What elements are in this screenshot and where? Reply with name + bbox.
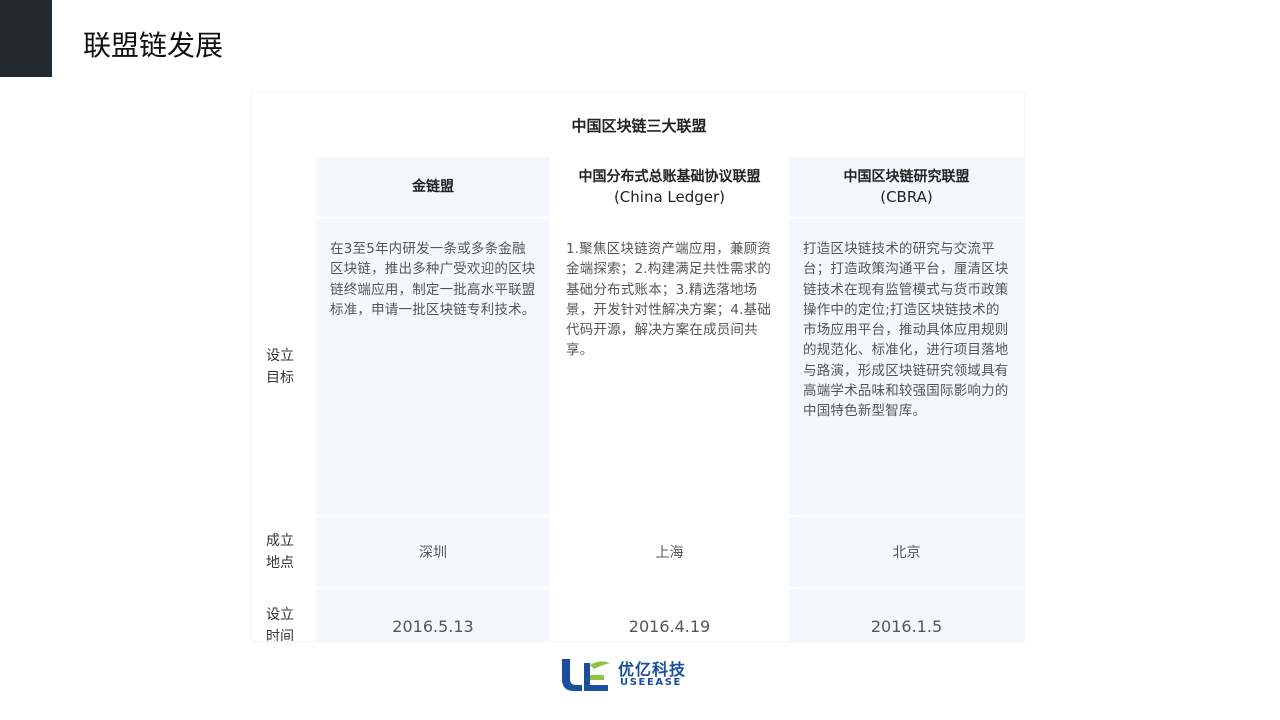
table-caption-row: 中国区块链三大联盟 bbox=[252, 93, 1024, 157]
column-header-name: 中国分布式总账基础协议联盟 bbox=[578, 169, 761, 185]
alliance-table-container: 中国区块链三大联盟 金链盟 中国分布式总账基础协议联盟 (China Ledge… bbox=[252, 93, 1024, 641]
logo-mark-icon bbox=[562, 659, 610, 691]
row-label-text: 设立目标 bbox=[266, 348, 294, 386]
row-label-goal: 设立目标 bbox=[252, 217, 316, 517]
page-title: 联盟链发展 bbox=[83, 29, 224, 62]
company-logo: 优亿科技 USEEASE bbox=[560, 657, 700, 691]
place-cell: 北京 bbox=[786, 515, 1024, 589]
column-header-china-ledger: 中国分布式总账基础协议联盟 (China Ledger) bbox=[550, 155, 789, 219]
corner-accent-block bbox=[0, 0, 52, 77]
row-label-place: 成立地点 bbox=[252, 515, 316, 589]
column-header-cbra: 中国区块链研究联盟 (CBRA) bbox=[786, 155, 1024, 219]
place-cell: 上海 bbox=[550, 515, 789, 589]
date-cell: 2016.1.5 bbox=[786, 587, 1024, 641]
goal-cell: 打造区块链技术的研究与交流平台；打造政策沟通平台，厘清区块链技术在现有监管模式与… bbox=[786, 217, 1024, 517]
date-cell: 2016.4.19 bbox=[550, 587, 789, 641]
table-row-time: 设立时间 2016.5.13 2016.4.19 2016.1.5 bbox=[252, 587, 1024, 641]
column-header-name: 中国区块链研究联盟 bbox=[843, 169, 970, 185]
goal-cell: 在3至5年内研发一条或多条金融区块链，推出多种广受欢迎的区块链终端应用，制定一批… bbox=[314, 217, 552, 517]
row-label-time: 设立时间 bbox=[252, 587, 316, 641]
alliance-table: 中国区块链三大联盟 金链盟 中国分布式总账基础协议联盟 (China Ledge… bbox=[252, 93, 1024, 641]
logo-english-text: USEEASE bbox=[620, 677, 682, 688]
column-header-jinlianmeng: 金链盟 bbox=[314, 155, 552, 219]
header-corner-cell bbox=[252, 155, 316, 219]
column-header-sub: (CBRA) bbox=[880, 188, 933, 206]
table-row-goal: 设立目标 在3至5年内研发一条或多条金融区块链，推出多种广受欢迎的区块链终端应用… bbox=[252, 217, 1024, 517]
table-header-row: 金链盟 中国分布式总账基础协议联盟 (China Ledger) 中国区块链研究… bbox=[252, 155, 1024, 219]
logo-chinese-text: 优亿科技 bbox=[618, 660, 687, 679]
goal-cell: 1.聚焦区块链资产端应用，兼顾资金端探索；2.构建满足共性需求的基础分布式账本；… bbox=[550, 217, 789, 517]
place-cell: 深圳 bbox=[314, 515, 552, 589]
row-label-text: 成立地点 bbox=[266, 533, 294, 571]
table-caption: 中国区块链三大联盟 bbox=[252, 93, 1024, 157]
date-cell: 2016.5.13 bbox=[314, 587, 552, 641]
column-header-name: 金链盟 bbox=[412, 179, 454, 195]
row-label-text: 设立时间 bbox=[266, 607, 294, 641]
column-header-sub: (China Ledger) bbox=[613, 188, 726, 206]
table-row-place: 成立地点 深圳 上海 北京 bbox=[252, 515, 1024, 589]
